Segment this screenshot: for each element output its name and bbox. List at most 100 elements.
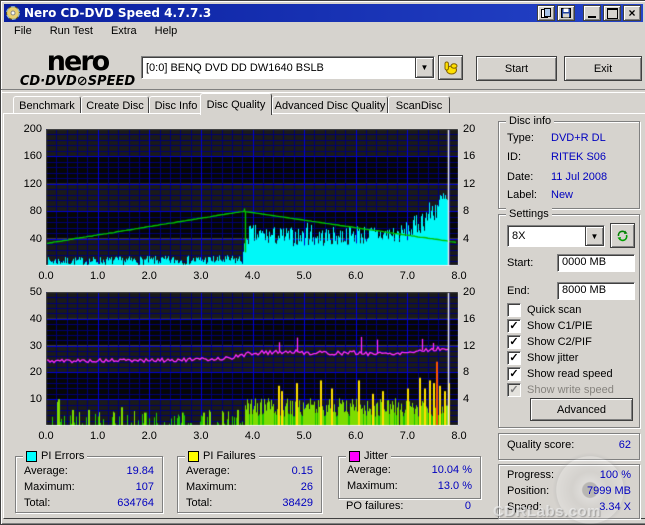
checkbox-label: Show read speed [527, 368, 613, 380]
hand-icon [444, 61, 458, 75]
axis-tick-label: 0.0 [38, 270, 54, 282]
checkbox-box: ✓ [507, 383, 521, 397]
quality-chart-top [46, 129, 459, 266]
axis-tick-label: 2.0 [141, 270, 157, 282]
close-button[interactable]: × [623, 5, 641, 21]
drive-select-value: [0:0] BENQ DVD DD DW1640 BSLB [146, 61, 324, 74]
tab-disc-quality[interactable]: Disc Quality [200, 93, 272, 115]
pi-failures-stats-box: PI Failures Average: 0.15 Maximum: 26 Tota… [177, 450, 322, 513]
window-title: Nero CD-DVD Speed 4.7.7.3 [24, 6, 212, 20]
menu-item-file[interactable]: File [14, 25, 32, 37]
menu-item-help[interactable]: Help [154, 25, 178, 37]
start-button[interactable]: Start [476, 56, 557, 81]
minimize-button[interactable] [583, 5, 601, 21]
maximize-button[interactable] [603, 5, 621, 21]
minimize-icon [588, 9, 596, 18]
scan-start-field[interactable]: 0000 MB [557, 254, 635, 272]
tab-advanced-disc-quality[interactable]: Advanced Disc Quality [272, 96, 388, 115]
start-button-label: Start [504, 62, 529, 75]
cddvd-speed-logo-text: CD·DVD⊘SPEED [19, 74, 136, 89]
report-button[interactable] [537, 5, 555, 21]
scan-speed-arrow-button[interactable]: ▼ [585, 226, 604, 246]
checkbox-label: Show C2/PIF [527, 336, 592, 348]
scan-speed-select[interactable]: 8X ▼ [507, 225, 605, 247]
quality-chart-bottom [46, 292, 459, 426]
axis-tick-label: 7.0 [399, 430, 416, 442]
disc-id-row: ID: RITEK S06 [507, 151, 607, 163]
axis-tick-label: 16 [463, 312, 476, 325]
exit-button-label: Exit [593, 62, 613, 75]
checkbox-quick-scan[interactable]: Quick scan [507, 303, 581, 317]
axis-tick-label: 3.0 [193, 270, 209, 282]
tab-scandisc[interactable]: ScanDisc [388, 96, 450, 115]
tab-disc-info[interactable]: Disc Info [149, 96, 203, 115]
close-icon: × [628, 6, 636, 20]
axis-tick-label: 50 [29, 286, 42, 298]
checkbox-show-jitter[interactable]: ✓ Show jitter [507, 351, 578, 365]
menu-bar: File Run Test Extra Help [5, 24, 642, 40]
title-bar: Nero CD-DVD Speed 4.7.7.3 × [4, 4, 643, 22]
checkbox-show-c1-pie[interactable]: ✓ Show C1/PIE [507, 319, 592, 333]
axis-tick-label: 20 [463, 286, 476, 298]
checkbox-show-read-speed[interactable]: ✓ Show read speed [507, 367, 613, 381]
checkbox-label: Show jitter [527, 352, 579, 364]
exit-button[interactable]: Exit [564, 56, 642, 81]
chevron-down-icon: ▼ [420, 63, 429, 72]
checkbox-box: ✓ [507, 367, 521, 381]
nero-logo: nero CD·DVD⊘SPEED [15, 48, 140, 88]
axis-tick-label: 16 [463, 150, 476, 163]
axis-tick-label: 40 [29, 232, 42, 245]
axis-tick-label: 6.0 [348, 270, 364, 282]
disc-type-row: Type: DVD+R DL [507, 132, 606, 144]
speed-row: Speed: 3.34 X [507, 501, 631, 513]
axis-tick-label: 7.0 [399, 270, 416, 282]
pi-errors-color-swatch [26, 450, 37, 462]
tab-label: Benchmark [19, 100, 75, 112]
maximize-icon [606, 7, 618, 19]
advanced-button[interactable]: Advanced [530, 398, 633, 421]
refresh-icon [617, 230, 628, 242]
drive-select-arrow-button[interactable]: ▼ [415, 57, 434, 78]
save-icon [561, 8, 571, 18]
tab-benchmark[interactable]: Benchmark [13, 96, 81, 115]
advanced-button-label: Advanced [557, 403, 606, 416]
tab-create-disc[interactable]: Create Disc [81, 96, 149, 115]
axis-tick-label: 80 [29, 205, 42, 218]
checkbox-box [507, 303, 521, 317]
drive-eject-button[interactable] [438, 55, 463, 80]
axis-tick-label: 10 [29, 393, 42, 406]
drive-select[interactable]: [0:0] BENQ DVD DD DW1640 BSLB ▼ [141, 56, 435, 79]
jitter-color-swatch [349, 450, 360, 462]
scan-end-field[interactable]: 8000 MB [557, 282, 635, 300]
save-button[interactable] [557, 5, 575, 21]
axis-tick-label: 4 [463, 393, 470, 406]
pi-errors-stats-box: PI Errors Average: 19.84 Maximum: 107 Tota… [15, 450, 163, 513]
refresh-button[interactable] [610, 223, 635, 248]
checkbox-label: Show write speed [527, 384, 614, 396]
menu-item-extra[interactable]: Extra [110, 25, 137, 37]
menu-item-run-test[interactable]: Run Test [49, 25, 93, 37]
quality-score-box: Quality score: 62 [498, 433, 640, 460]
quality-score-row: Quality score: 62 [507, 439, 631, 451]
tab-label: Advanced Disc Quality [274, 100, 386, 112]
checkbox-show-c2-pif[interactable]: ✓ Show C2/PIF [507, 335, 592, 349]
pi-failures-legend: PI Failures [185, 450, 259, 462]
app-icon [6, 6, 20, 20]
toolbar-divider [1, 89, 645, 93]
axis-tick-label: 12 [463, 177, 476, 190]
progress-box: Progress: 100 % Position: 7999 MB Speed: 3.… [498, 447, 640, 524]
axis-tick-label: 8.0 [451, 270, 467, 282]
axis-tick-label: 200 [23, 123, 42, 135]
axis-tick-label: 1.0 [89, 430, 106, 442]
tab-label: Disc Info [154, 100, 198, 112]
quality-score-label: Quality score: [507, 439, 575, 451]
watermark-text: CDRLabs.com [493, 503, 602, 520]
po-failures-row: PO failures: 0 [346, 500, 471, 512]
axis-tick-label: 5.0 [296, 270, 312, 282]
axis-tick-label: 12 [463, 339, 476, 352]
disc-date-row: Date: 11 Jul 2008 [507, 171, 608, 183]
checkbox-box: ✓ [507, 319, 521, 333]
checkbox-show-write-speed: ✓ Show write speed [507, 383, 614, 397]
axis-tick-label: 4.0 [244, 430, 261, 442]
